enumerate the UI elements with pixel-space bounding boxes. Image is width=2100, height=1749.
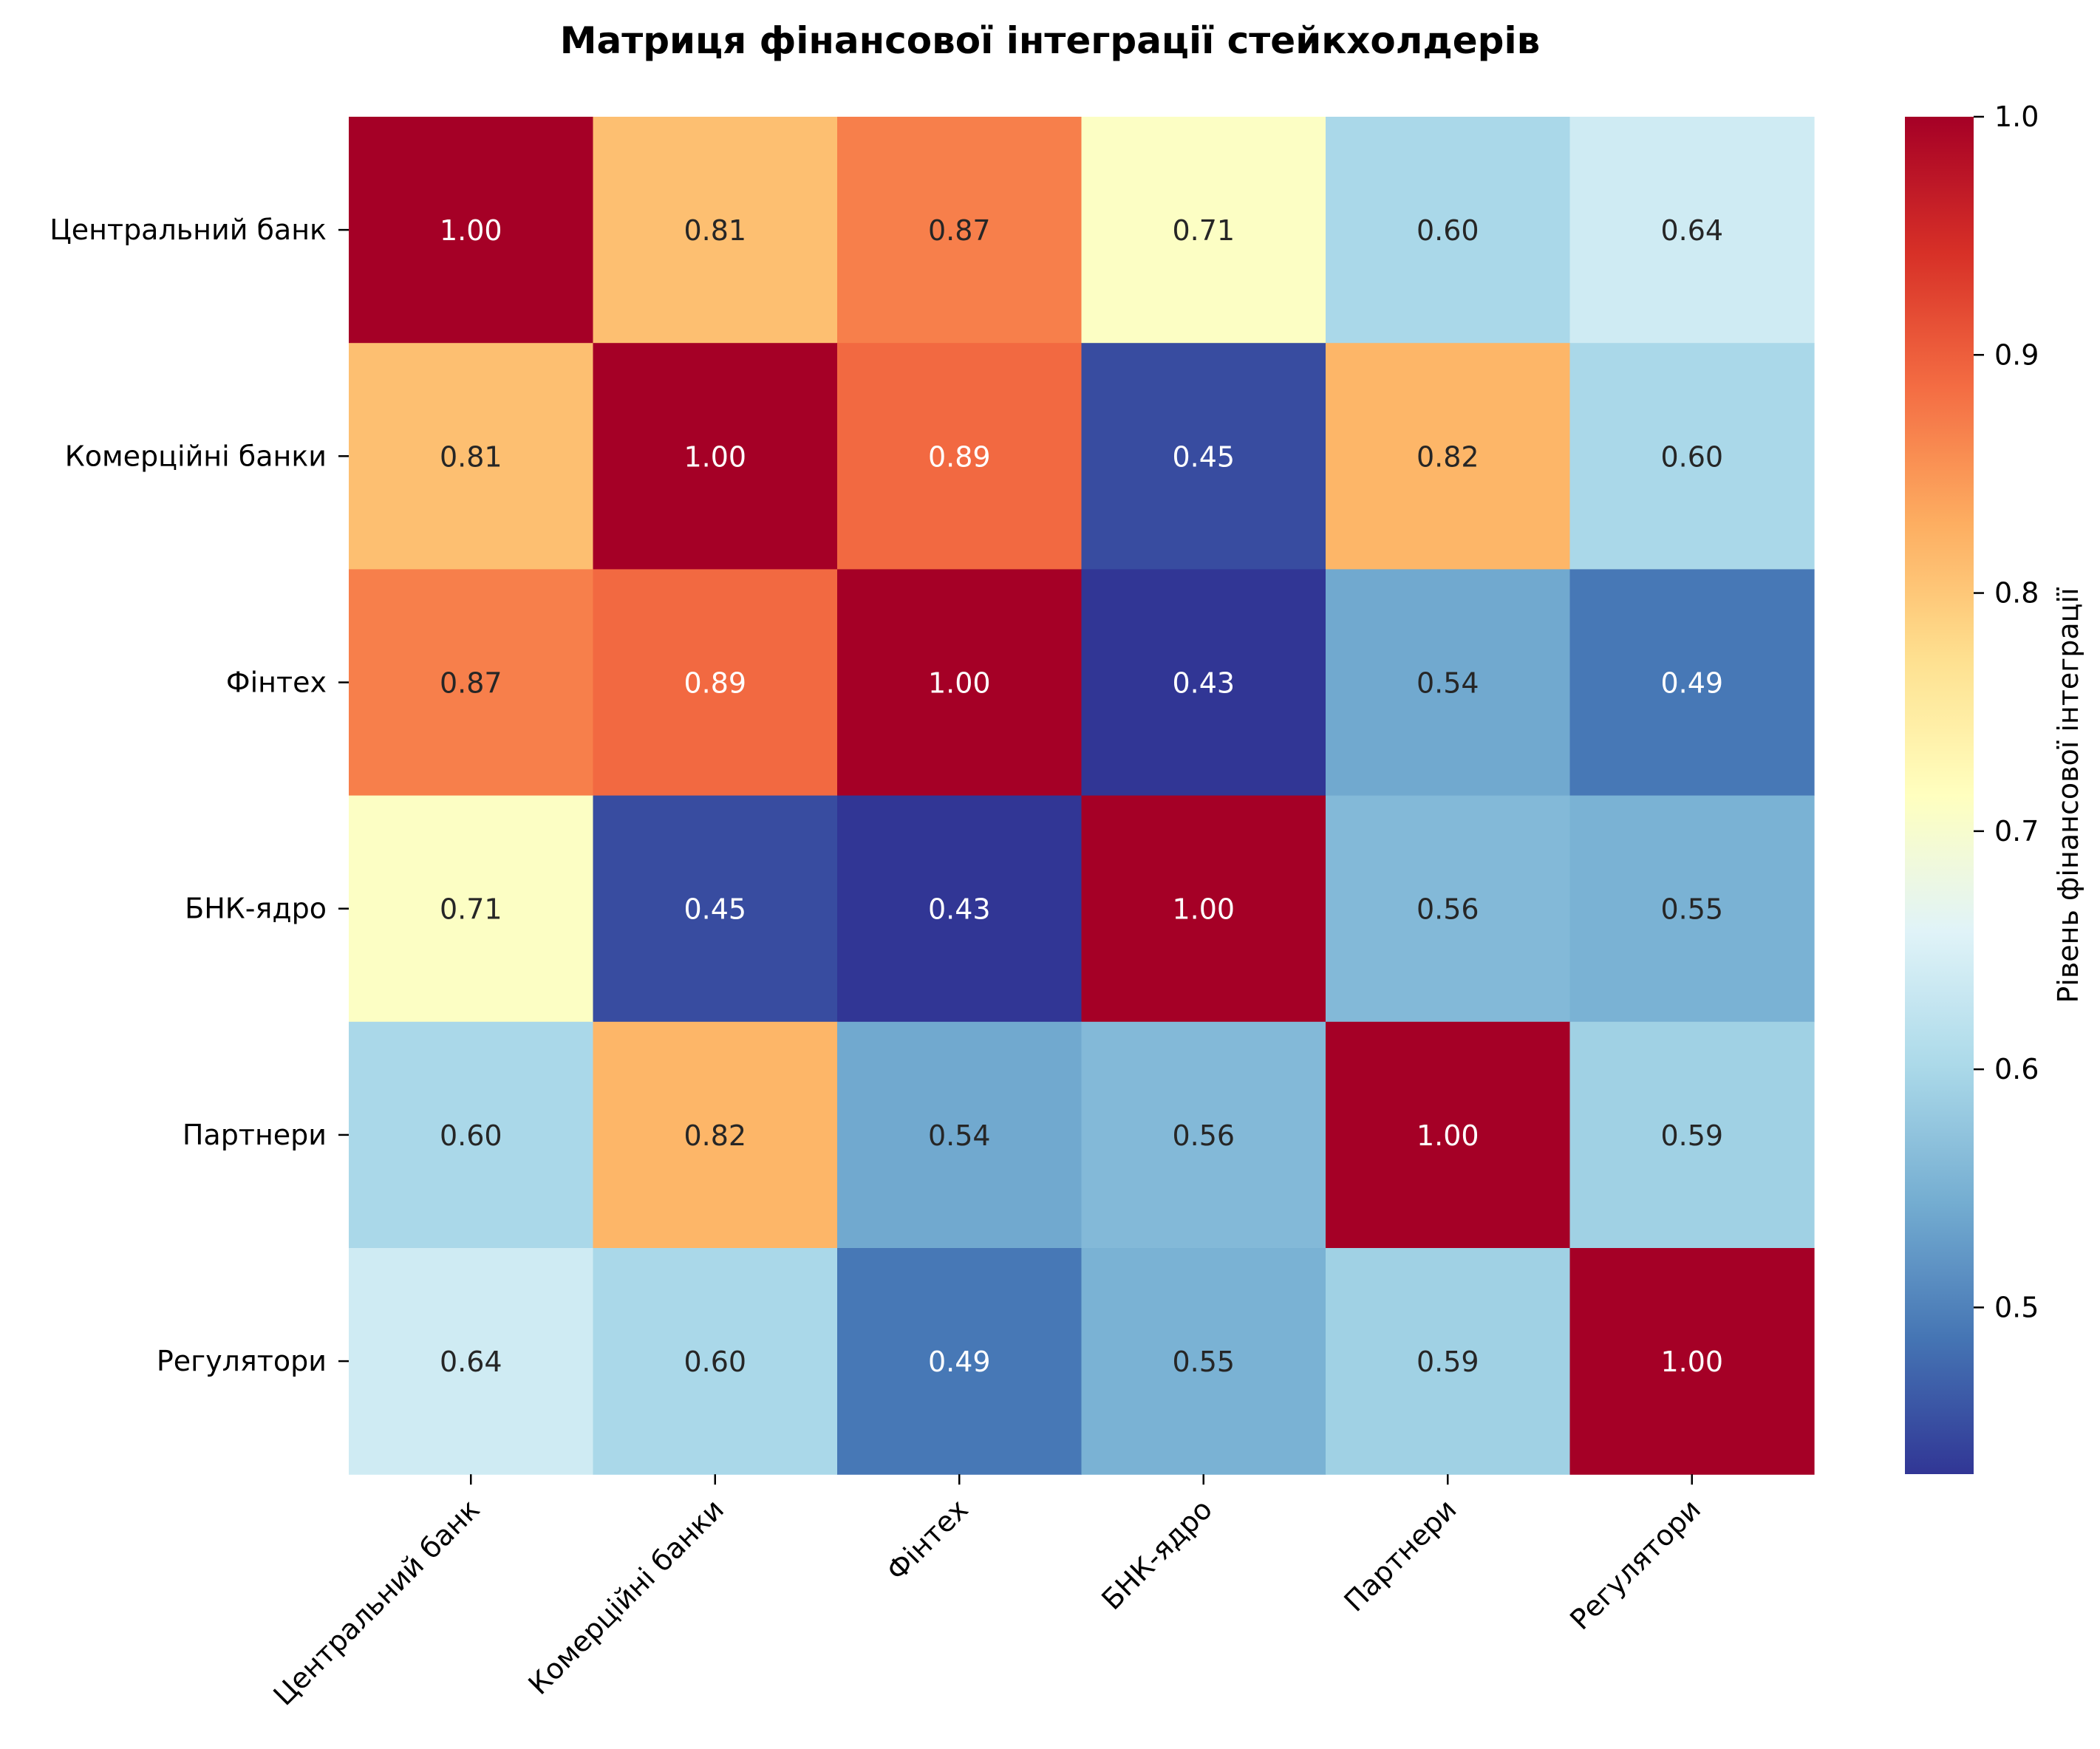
cell-value-label: 0.60 [440,1119,502,1152]
heatmap-cell [837,1021,1083,1249]
colorbar-label: Рівень фінансової інтеграції [2052,587,2084,1003]
x-tick-label: БНК-ядро [1095,1493,1218,1616]
cell-value-label: 0.59 [1417,1346,1479,1378]
y-tick-label: БНК-ядро [185,893,327,925]
colorbar-tick-label: 0.5 [1994,1291,2039,1323]
colorbar-gradient [1905,117,1974,1474]
heatmap-cell [1569,1248,1815,1475]
cell-value-label: 1.00 [1660,1346,1723,1378]
cell-value-label: 1.00 [683,440,746,473]
cell-value-label: 0.60 [683,1346,746,1378]
y-tick-label: Фінтех [226,666,327,699]
heatmap-cell [349,795,594,1023]
cell-value-label: 0.89 [928,440,991,473]
heatmap-cell [837,569,1083,797]
cell-value-label: 0.43 [1172,667,1235,700]
x-tick-label: Фінтех [880,1493,974,1586]
heatmap-cell [593,343,838,570]
heatmap-cell [593,117,838,344]
colorbar-tick-label: 0.7 [1994,815,2039,848]
cell-value-label: 1.00 [1172,893,1235,926]
cell-value-label: 0.71 [440,893,502,926]
heatmap-cell [837,117,1083,344]
y-tick-label: Центральний банк [50,214,327,246]
colorbar-tick-label: 0.6 [1994,1053,2039,1085]
heatmap-cell [1326,343,1571,570]
cell-value-label: 0.64 [1660,214,1723,247]
heatmap-cell [593,795,838,1023]
cell-value-label: 0.89 [683,667,746,700]
cell-value-label: 0.87 [440,667,502,700]
heatmap-cell [1569,795,1815,1023]
x-tick-label: Комерційні банки [522,1493,731,1701]
heatmap-cell [1569,1021,1815,1249]
heatmap-cell [1326,795,1571,1023]
chart-title: Матриця фінансової інтеграції стейкхолде… [560,19,1541,62]
heatmap-cell [1081,117,1326,344]
heatmap-cells: 1.00 0.81 0.87 0.71 0.60 0.64 0.81 1.00 0.89 0.45… [349,117,1815,1475]
colorbar-tick-label: 0.8 [1994,577,2039,610]
colorbar-tick-label: 0.9 [1994,338,2039,371]
heatmap-cell [1569,343,1815,570]
cell-value-label: 0.56 [1172,1119,1235,1152]
x-tick-label: Центральний банк [267,1493,485,1711]
cell-value-label: 0.60 [1417,214,1479,247]
cell-value-label: 0.64 [440,1346,502,1378]
cell-value-label: 0.55 [1660,893,1723,926]
cell-value-label: 0.54 [928,1119,991,1152]
heatmap-cell [349,569,594,797]
cell-value-label: 0.56 [1417,893,1479,926]
cell-value-label: 1.00 [928,667,991,700]
y-tick-label: Партнери [183,1119,327,1151]
heatmap-cell [349,1248,594,1475]
heatmap-cell [1569,117,1815,344]
heatmap-cell [1326,569,1571,797]
colorbar: 0.5 0.6 0.7 0.8 0.9 1.0 Рівень фінансової інте… [1905,100,2084,1474]
row-labels: Центральний банк Комерційні банки Фінтех БН… [50,214,349,1377]
heatmap-cell [593,569,838,797]
heatmap-cell [349,117,594,344]
cell-value-label: 0.82 [683,1119,746,1152]
cell-value-label: 0.49 [1660,667,1723,700]
cell-value-label: 0.45 [683,893,746,926]
cell-value-label: 0.60 [1660,440,1723,473]
heatmap-cell [837,343,1083,570]
cell-value-label: 1.00 [440,214,502,247]
y-tick-label: Комерційні банки [65,440,327,472]
cell-value-label: 0.55 [1172,1346,1235,1378]
cell-value-label: 0.59 [1660,1119,1723,1152]
heatmap-cell [837,795,1083,1023]
cell-value-label: 0.71 [1172,214,1235,247]
colorbar-tick-label: 1.0 [1994,100,2039,133]
cell-value-label: 0.81 [683,214,746,247]
heatmap-cell [1326,1021,1571,1249]
cell-value-label: 1.00 [1417,1119,1479,1152]
heatmap-cell [1569,569,1815,797]
cell-value-label: 0.49 [928,1346,991,1378]
heatmap-cell [1081,1021,1326,1249]
heatmap-cell [837,1248,1083,1475]
heatmap-cell [1326,117,1571,344]
heatmap-cell [1081,569,1326,797]
column-labels: Центральний банк Комерційні банки Фінтех БН… [267,1474,1707,1712]
cell-value-label: 0.45 [1172,440,1235,473]
cell-value-label: 0.54 [1417,667,1479,700]
heatmap-cell [1081,343,1326,570]
cell-value-label: 0.87 [928,214,991,247]
cell-value-label: 0.82 [1417,440,1479,473]
heatmap-cell [593,1248,838,1475]
x-tick-label: Партнери [1337,1493,1462,1617]
x-tick-label: Регулятори [1564,1493,1707,1636]
cell-value-label: 0.81 [440,440,502,473]
heatmap-cell [1326,1248,1571,1475]
cell-value-label: 0.43 [928,893,991,926]
y-tick-label: Регулятори [157,1345,327,1377]
heatmap-cell [349,1021,594,1249]
heatmap-cell [349,343,594,570]
heatmap-cell [1081,1248,1326,1475]
heatmap-cell [593,1021,838,1249]
heatmap-cell [1081,795,1326,1023]
